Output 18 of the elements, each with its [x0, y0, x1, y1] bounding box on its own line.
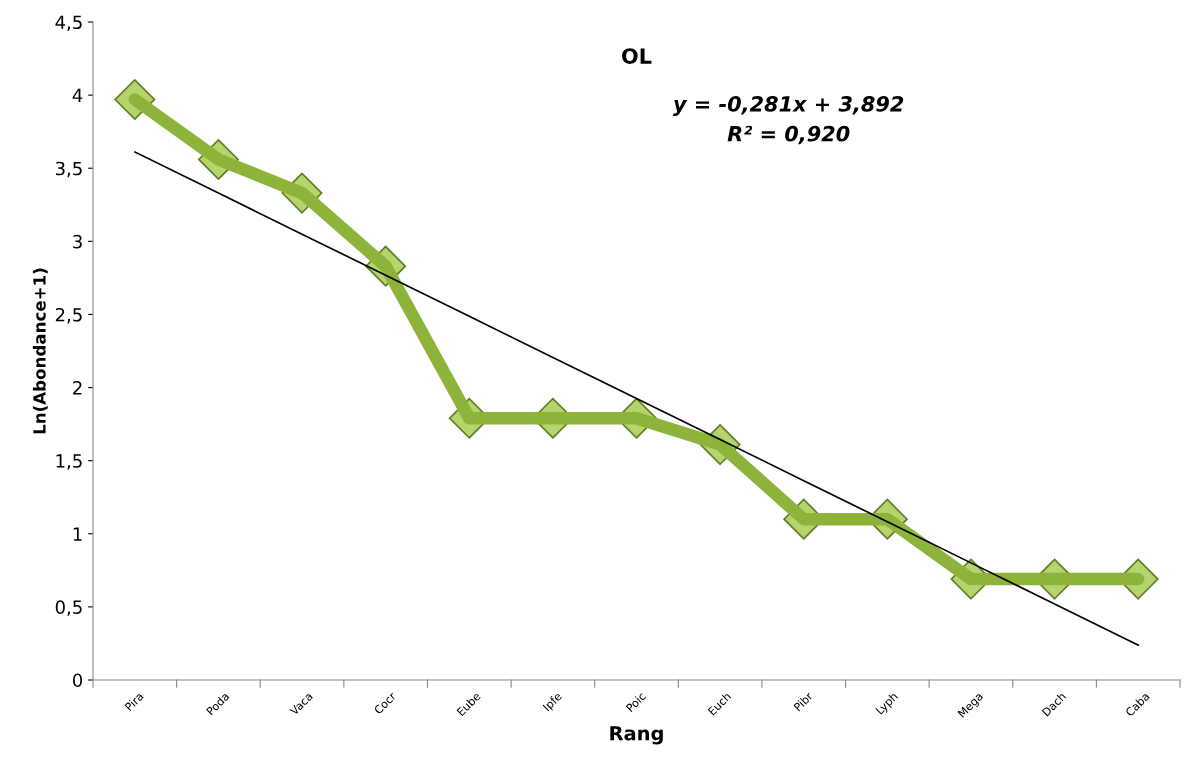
x-tick-label: Pira — [124, 691, 144, 712]
y-tick-label: 0 — [72, 673, 83, 688]
y-axis-title: Ln(Abondance+1) — [32, 268, 48, 434]
y-tick-label: 2,5 — [55, 307, 82, 324]
y-tick-label: 4 — [72, 88, 83, 102]
x-tick-label: Ipfe — [542, 691, 564, 713]
annotation: y = -0,281x + 3,892 R² = 0,920 — [672, 95, 904, 145]
x-tick-label: Pibr — [793, 691, 814, 712]
y-tick-label: 0,5 — [55, 600, 82, 616]
y-tick-label: 1,5 — [56, 454, 82, 470]
line-series — [133, 151, 1140, 646]
x-axis-title: Rang — [610, 726, 663, 745]
y-tick-label: 1 — [73, 527, 82, 541]
y-tick-label: 4,5 — [55, 15, 82, 31]
y-tick-label: 3 — [73, 234, 82, 249]
y-tick-label: 3,5 — [55, 161, 82, 178]
y-tick-label: 2 — [73, 381, 82, 395]
text: OL — [622, 48, 652, 64]
